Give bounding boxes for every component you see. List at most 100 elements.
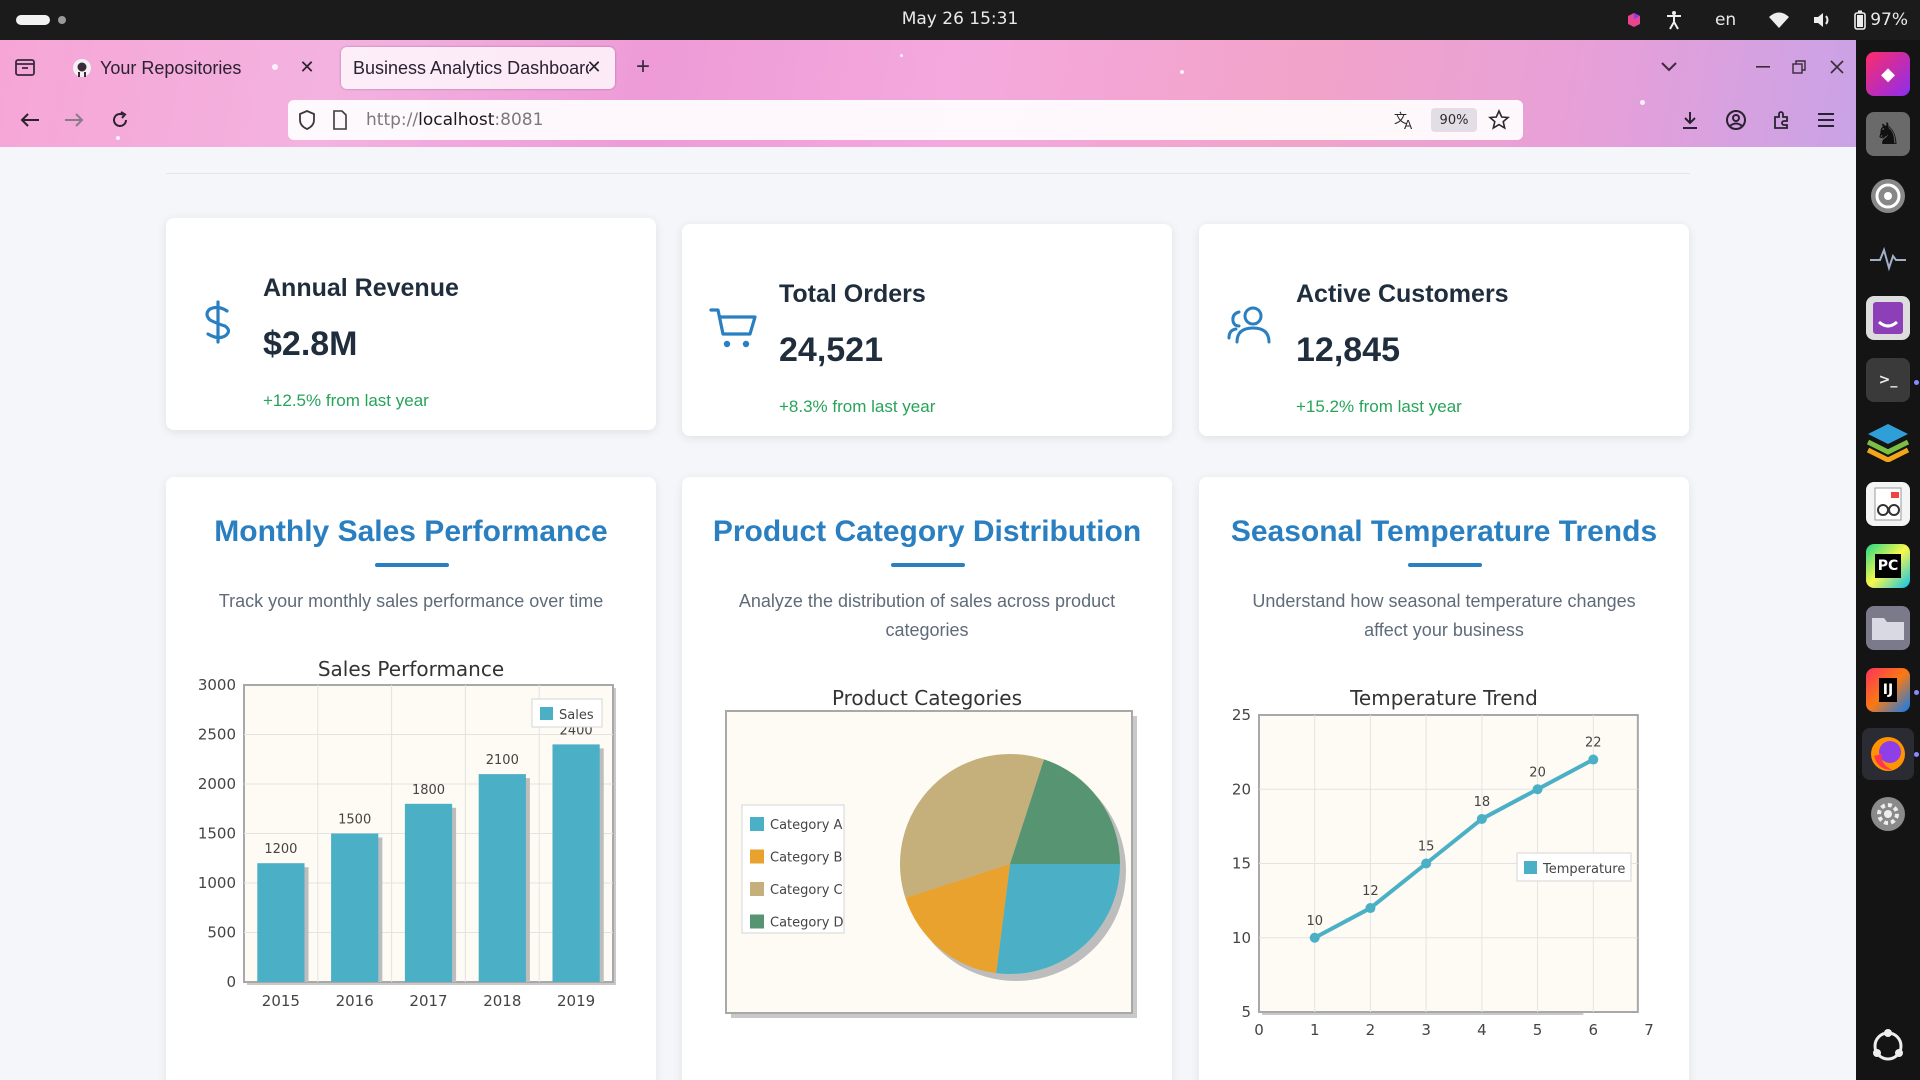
- puzzle-icon: [1774, 111, 1788, 129]
- minimize-button[interactable]: [1750, 54, 1776, 80]
- temperature-trends-card: Seasonal Temperature Trends Understand h…: [1199, 477, 1689, 1080]
- firefox-view-button[interactable]: [12, 54, 38, 80]
- dollar-icon: [205, 300, 231, 344]
- stat-title: Total Orders: [779, 280, 926, 308]
- page-icon[interactable]: [332, 110, 348, 130]
- forward-button[interactable]: [60, 106, 88, 134]
- url-text[interactable]: http://localhost:8081: [366, 110, 543, 130]
- github-icon: [73, 59, 91, 77]
- dock-intellij-icon[interactable]: IJ: [1866, 668, 1910, 712]
- legend-label: Temperature: [1542, 862, 1625, 877]
- dock-app-icon[interactable]: ◆: [1866, 52, 1910, 96]
- accessibility-icon[interactable]: [1665, 10, 1683, 30]
- x-tick-label: 3: [1421, 1021, 1431, 1039]
- show-apps-button[interactable]: [1866, 1024, 1910, 1068]
- list-all-tabs-button[interactable]: [1656, 54, 1682, 80]
- back-button[interactable]: [16, 106, 44, 134]
- keyboard-layout[interactable]: en: [1714, 10, 1737, 30]
- volume-icon[interactable]: [1812, 11, 1832, 29]
- data-point: [1588, 754, 1599, 765]
- hamburger-icon: [1818, 113, 1834, 127]
- card-description: Understand how seasonal temperature chan…: [1252, 591, 1636, 640]
- x-tick-label: 4: [1477, 1021, 1487, 1039]
- y-tick-label: 15: [1232, 855, 1251, 873]
- x-tick-label: 2: [1366, 1021, 1376, 1039]
- y-tick-label: 20: [1232, 780, 1251, 798]
- translate-icon[interactable]: 文A: [1394, 110, 1416, 130]
- zoom-level-badge[interactable]: 90%: [1431, 108, 1477, 132]
- legend-swatch: [750, 849, 764, 864]
- new-tab-button[interactable]: +: [630, 53, 656, 80]
- legend-label: Category A: [770, 818, 843, 833]
- restore-button[interactable]: [1786, 54, 1812, 80]
- x-tick-label: 2015: [262, 992, 300, 1010]
- close-window-button[interactable]: [1824, 54, 1850, 80]
- app-menu-button[interactable]: [1812, 106, 1840, 134]
- data-label: 20: [1529, 765, 1546, 780]
- wifi-icon[interactable]: [1768, 11, 1790, 29]
- system-tray[interactable]: en 97%: [1625, 0, 1908, 40]
- bar: [478, 774, 526, 982]
- x-tick-label: 1: [1310, 1021, 1320, 1039]
- close-tab-icon[interactable]: ✕: [586, 56, 602, 77]
- dock-document-viewer-icon[interactable]: [1866, 482, 1910, 526]
- y-tick-label: 500: [207, 924, 236, 942]
- svg-text:文: 文: [1394, 112, 1407, 127]
- x-tick-label: 5: [1533, 1021, 1543, 1039]
- system-clock[interactable]: May 26 15:31: [901, 9, 1019, 29]
- pie-slice: [905, 864, 1010, 974]
- series-line: [1313, 757, 1595, 940]
- stat-change: +15.2% from last year: [1296, 397, 1462, 416]
- dock-files-icon[interactable]: [1866, 606, 1910, 650]
- x-tick-label: 7: [1644, 1021, 1654, 1039]
- x-tick-label: 2017: [409, 992, 447, 1010]
- url-port: :8081: [494, 110, 544, 130]
- reload-button[interactable]: [106, 106, 134, 134]
- activities-button[interactable]: [16, 15, 50, 25]
- dock-gnome-settings-icon[interactable]: [1866, 792, 1910, 836]
- dock-settings-icon[interactable]: [1866, 174, 1910, 218]
- account-button[interactable]: [1722, 106, 1750, 134]
- card-description: Analyze the distribution of sales across…: [738, 591, 1116, 640]
- dock-layers-icon[interactable]: [1866, 420, 1910, 464]
- legend-label: Category C: [770, 883, 843, 898]
- tab-label: Business Analytics Dashboard: [353, 57, 589, 78]
- dock-terminal-icon[interactable]: >_: [1866, 358, 1910, 402]
- url-host: localhost: [418, 110, 495, 130]
- stat-title: Active Customers: [1296, 280, 1509, 308]
- chart-title: Sales Performance: [318, 657, 504, 681]
- dock-chess-icon[interactable]: ♞: [1866, 112, 1910, 156]
- bookmark-star-icon[interactable]: [1488, 109, 1510, 131]
- x-tick-label: 2016: [336, 992, 374, 1010]
- bar: [404, 803, 453, 982]
- y-tick-label: 2000: [198, 775, 236, 793]
- bar: [552, 744, 600, 982]
- extensions-button[interactable]: [1768, 106, 1796, 134]
- downloads-button[interactable]: [1676, 106, 1704, 134]
- data-point: [1476, 813, 1487, 824]
- shield-icon[interactable]: [298, 110, 316, 130]
- dock-pycharm-icon[interactable]: PC: [1866, 544, 1910, 588]
- tab-business-analytics[interactable]: Business Analytics Dashboard ✕: [341, 47, 615, 89]
- ubuntu-dock: ◆ ♞ >_ PC IJ: [1856, 40, 1920, 1080]
- dock-firefox-icon[interactable]: [1862, 728, 1914, 780]
- sales-performance-card: Monthly Sales Performance Track your mon…: [166, 477, 656, 1080]
- app-indicator-icon[interactable]: [1625, 11, 1643, 29]
- bar-chart[interactable]: Sales Performance 0 500 1000 1500 2000 2500 300…: [166, 477, 656, 1080]
- dock-system-monitor-icon[interactable]: [1866, 236, 1910, 280]
- header-divider: [166, 173, 1690, 174]
- theme-sparkle: [116, 136, 120, 140]
- data-label: 10: [1306, 914, 1323, 929]
- tab-your-repositories[interactable]: Your Repositories ✕: [60, 47, 328, 89]
- chart-title: Temperature Trend: [1349, 686, 1538, 710]
- title-underline: [891, 563, 965, 567]
- y-tick-label: 1000: [198, 874, 236, 892]
- pie-chart[interactable]: Product Categories Category A Category B Ca…: [682, 477, 1172, 1080]
- close-tab-icon[interactable]: ✕: [299, 56, 315, 77]
- battery-icon[interactable]: 97%: [1854, 10, 1908, 30]
- dock-text-editor-icon[interactable]: [1866, 296, 1910, 340]
- legend-label: Category D: [770, 916, 844, 931]
